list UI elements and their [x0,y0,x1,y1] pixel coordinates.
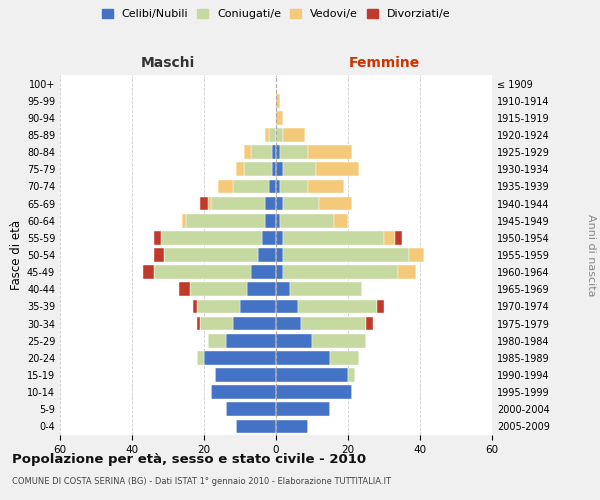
Bar [186,214,265,228]
Bar [276,351,330,364]
Bar [366,316,373,330]
Bar [236,420,276,434]
Bar [276,282,290,296]
Bar [312,334,366,347]
Bar [211,196,265,210]
Bar [283,162,316,176]
Bar [211,386,276,399]
Bar [395,231,402,244]
Bar [319,196,352,210]
Legend: Celibi/Nubili, Coniugati/e, Vedovi/e, Divorziati/e: Celibi/Nubili, Coniugati/e, Vedovi/e, Di… [98,6,454,22]
Bar [276,180,280,194]
Bar [190,282,247,296]
Text: COMUNE DI COSTA SERINA (BG) - Dati ISTAT 1° gennaio 2010 - Elaborazione TUTTITAL: COMUNE DI COSTA SERINA (BG) - Dati ISTAT… [12,478,391,486]
Bar [182,214,186,228]
Bar [161,231,262,244]
Bar [262,231,276,244]
Bar [208,196,211,210]
Bar [276,196,283,210]
Bar [236,162,244,176]
Y-axis label: Fasce di età: Fasce di età [10,220,23,290]
Bar [258,248,276,262]
Bar [251,266,276,279]
Bar [298,300,377,314]
Bar [154,231,161,244]
Bar [265,214,276,228]
Bar [200,316,233,330]
Bar [316,162,359,176]
Bar [143,266,154,279]
Bar [276,368,348,382]
Bar [283,128,305,142]
Bar [269,180,276,194]
Bar [276,214,280,228]
Bar [265,196,276,210]
Bar [244,146,251,159]
Bar [283,266,398,279]
Bar [200,196,208,210]
Bar [272,146,276,159]
Bar [208,334,226,347]
Bar [290,282,362,296]
Bar [251,146,272,159]
Bar [276,300,298,314]
Bar [240,300,276,314]
Bar [197,300,240,314]
Bar [197,351,204,364]
Bar [276,94,280,108]
Bar [276,162,283,176]
Bar [280,146,308,159]
Bar [348,368,355,382]
Bar [179,282,190,296]
Bar [269,128,276,142]
Bar [197,316,200,330]
Bar [301,316,366,330]
Bar [215,368,276,382]
Bar [276,231,283,244]
Bar [384,231,395,244]
Bar [272,162,276,176]
Bar [193,300,197,314]
Bar [308,180,344,194]
Bar [377,300,384,314]
Bar [276,402,330,416]
Bar [276,266,283,279]
Text: Femmine: Femmine [349,56,419,70]
Bar [276,111,283,124]
Text: Popolazione per età, sesso e stato civile - 2010: Popolazione per età, sesso e stato civil… [12,452,366,466]
Bar [334,214,348,228]
Bar [398,266,416,279]
Bar [265,128,269,142]
Bar [276,386,352,399]
Bar [154,248,164,262]
Bar [247,282,276,296]
Bar [244,162,272,176]
Bar [218,180,233,194]
Bar [276,128,283,142]
Bar [226,402,276,416]
Bar [154,266,251,279]
Bar [409,248,424,262]
Text: Maschi: Maschi [141,56,195,70]
Bar [283,196,319,210]
Bar [280,180,308,194]
Bar [233,316,276,330]
Bar [283,248,409,262]
Bar [204,351,276,364]
Bar [276,316,301,330]
Bar [233,180,269,194]
Bar [330,351,359,364]
Text: Anni di nascita: Anni di nascita [586,214,596,296]
Bar [308,146,352,159]
Bar [276,146,280,159]
Bar [276,248,283,262]
Bar [283,231,384,244]
Bar [280,214,334,228]
Bar [164,248,258,262]
Bar [276,420,308,434]
Bar [276,334,312,347]
Bar [226,334,276,347]
